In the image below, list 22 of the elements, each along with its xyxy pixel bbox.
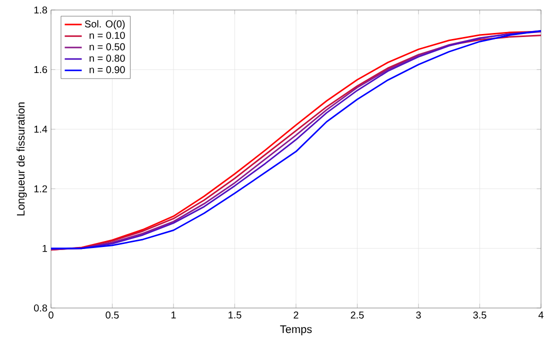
y-tick-label: 1 bbox=[42, 244, 47, 252]
x-axis-title: Temps bbox=[280, 325, 312, 336]
legend-label: n = 0.90 bbox=[90, 66, 125, 74]
x-tick-label: 0.5 bbox=[106, 312, 119, 319]
x-tick-label: 2.5 bbox=[350, 312, 364, 319]
y-tick-label: 1.2 bbox=[34, 185, 47, 192]
legend-label: Sol. O(0) bbox=[84, 20, 125, 30]
y-tick-label: 1.4 bbox=[34, 126, 48, 133]
x-tick-label: 3.5 bbox=[473, 312, 486, 319]
y-axis-title: Longueur de fissuration bbox=[16, 102, 27, 216]
y-tick-label: 1.8 bbox=[34, 6, 48, 14]
legend-label: n = 0.80 bbox=[90, 54, 125, 62]
x-tick-label: 0 bbox=[48, 312, 54, 319]
x-tick-label: 2 bbox=[294, 312, 298, 318]
legend-label: n = 0.10 bbox=[90, 32, 125, 39]
x-tick-label: 4 bbox=[538, 312, 544, 318]
x-tick-label: 1 bbox=[171, 312, 176, 318]
y-tick-label: 0.8 bbox=[34, 304, 48, 312]
legend-label: n = 0.50 bbox=[90, 43, 125, 50]
x-tick-label: 1.5 bbox=[228, 312, 242, 318]
x-tick-label: 3 bbox=[416, 312, 421, 319]
y-tick-label: 1.6 bbox=[34, 66, 48, 74]
